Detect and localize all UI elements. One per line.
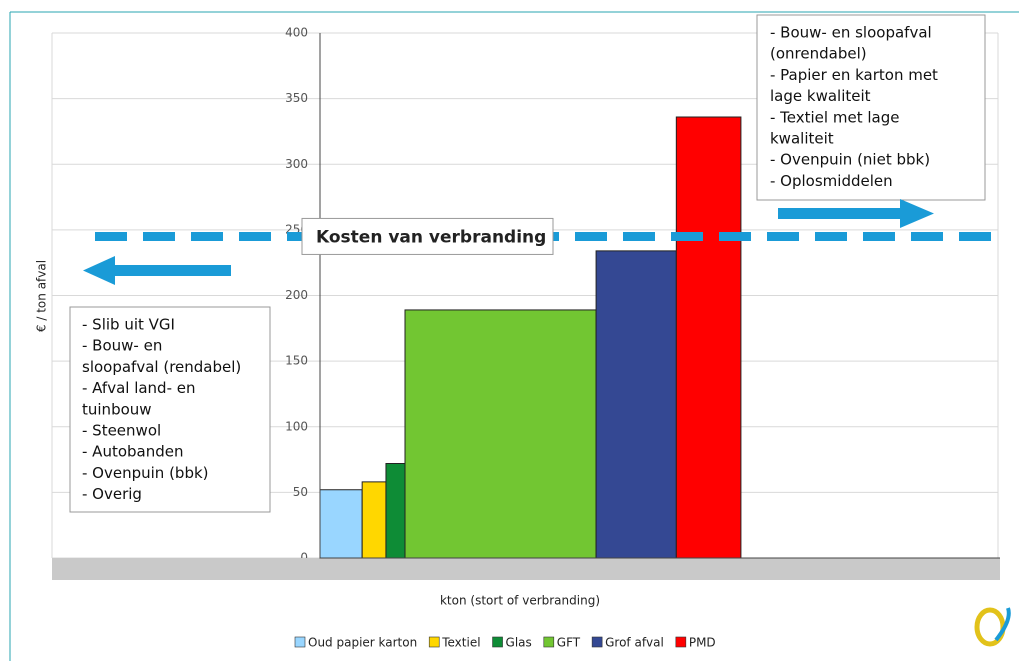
y-tick-label: 200 <box>285 288 308 302</box>
annotation-line: kwaliteit <box>770 130 834 148</box>
legend-label: Oud papier karton <box>308 636 417 650</box>
annotations: - Bouw- en sloopafval (onrendabel) - Papie… <box>82 24 938 504</box>
bar <box>675 116 742 559</box>
annotation-line: - Textiel met lage <box>770 108 899 126</box>
annotation-line: lage kwaliteit <box>770 87 871 105</box>
reference: Kosten van verbranding <box>95 217 998 255</box>
legend-swatch <box>543 636 555 648</box>
legend-swatch <box>591 636 603 648</box>
arrow-head <box>83 256 115 285</box>
bar <box>404 309 597 559</box>
legend: Oud papier karton Textiel Glas GFT Grof afva… <box>294 636 716 650</box>
annotation-line: tuinbouw <box>82 400 152 418</box>
annotation-box <box>69 306 271 513</box>
annotation-line: sloopafval (rendabel) <box>82 358 241 376</box>
arrow-shaft <box>113 265 231 276</box>
arrow-right <box>778 199 934 228</box>
logo-swoosh <box>994 607 1011 642</box>
annotation-line: - Overig <box>82 485 142 503</box>
legend-label: Glas <box>506 636 532 650</box>
annotation-line: - Bouw- en sloopafval <box>770 24 932 42</box>
legend-swatch <box>492 636 503 648</box>
annotation-line: - Bouw- en <box>82 337 162 355</box>
y-tick-label: 300 <box>285 157 308 171</box>
arrow-left <box>83 256 231 285</box>
annotation-line: - Ovenpuin (niet bbk) <box>770 151 930 169</box>
y-tick-label: 100 <box>285 419 308 433</box>
y-tick-label: 50 <box>293 485 308 499</box>
annotation-line: - Ovenpuin (bbk) <box>82 464 209 482</box>
legend-label: PMD <box>689 636 716 650</box>
reference-label-box <box>301 217 554 255</box>
bar <box>385 463 406 559</box>
reference-label: Kosten van verbranding <box>316 227 546 247</box>
bars <box>319 33 1000 559</box>
y-tick-label: 350 <box>285 91 308 105</box>
logo <box>974 607 1011 647</box>
legend-label: Textiel <box>441 636 480 650</box>
arrow-shaft <box>778 208 902 219</box>
y-tick-label: 400 <box>285 26 308 40</box>
bar <box>319 489 363 559</box>
legend-swatch <box>428 636 440 648</box>
x-axis-band <box>52 558 1000 580</box>
annotation-line: - Afval land- en <box>82 379 196 397</box>
y-axis-label: € / ton afval <box>35 260 49 332</box>
bar <box>595 250 677 559</box>
x-axis-label: kton (stort of verbranding) <box>440 594 600 608</box>
y-tick-label: 0 <box>300 551 308 565</box>
legend-label: Grof afval <box>605 636 664 650</box>
annotation-line: - Oplosmiddelen <box>770 172 893 190</box>
annotation-line: - Papier en karton met <box>770 66 938 84</box>
arrow-head <box>900 199 934 228</box>
legend-swatch <box>675 636 687 648</box>
y-tick-label: 150 <box>285 354 308 368</box>
annotation-line: - Autobanden <box>82 443 183 461</box>
annotation-line: - Slib uit VGI <box>82 316 175 334</box>
annotation-box <box>756 14 986 201</box>
bar <box>361 481 387 559</box>
annotation-line: (onrendabel) <box>770 45 867 63</box>
legend-swatch <box>294 636 306 648</box>
annotation-line: - Steenwol <box>82 422 161 440</box>
legend-label: GFT <box>557 636 581 650</box>
